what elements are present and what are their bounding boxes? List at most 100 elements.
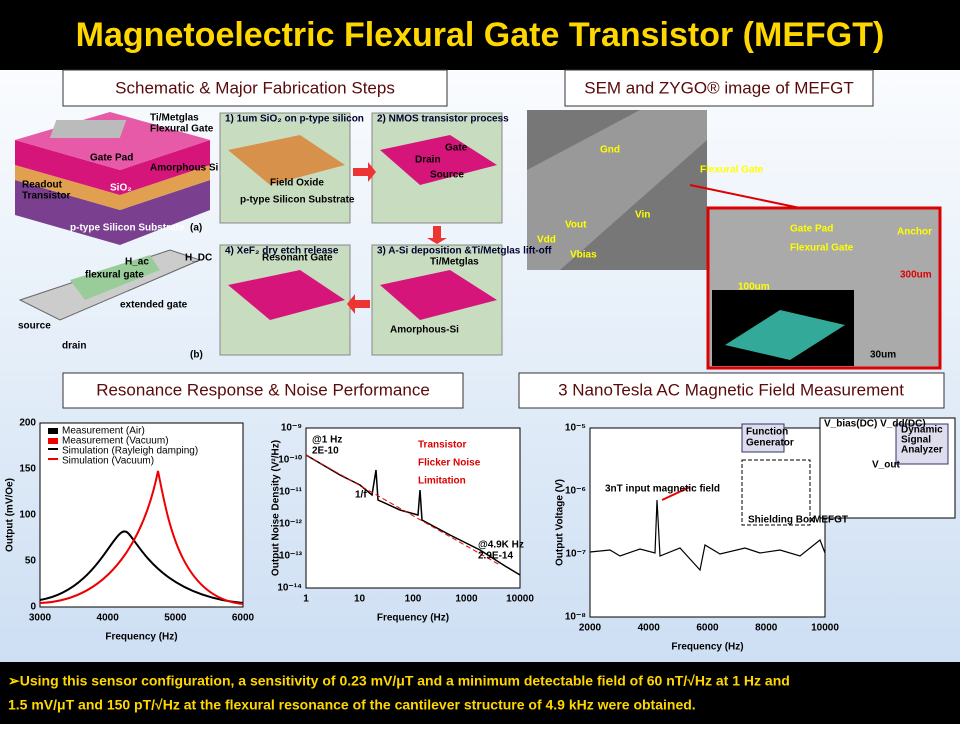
label: Vdd [537,235,556,246]
label: Gate Pad [790,224,833,235]
label: Gate [445,143,468,154]
label: Vin [635,210,650,221]
fit-line [305,454,501,566]
label: 3) A-Si deposition &Ti/Metglas lift-off [377,246,552,257]
label: (a) [190,223,202,234]
box [741,423,785,453]
y-tick-label: 150 [19,464,36,475]
footer-text: 1.5 mV/μT and 150 pT/√Hz at the flexural… [8,697,696,713]
x-tick-label: 1000 [455,594,478,605]
annotation: @1 Hz [312,435,342,446]
title-bar [0,0,960,70]
label: Flexural Gate [790,243,854,254]
x-title: Frequency (Hz) [105,632,177,643]
legend-label: Measurement (Vacuum) [62,436,169,447]
label: Vout [565,220,587,231]
label: Ti/Metglas [430,257,479,268]
annotation: 2E-10 [312,446,339,457]
annotation: Limitation [418,476,466,487]
curve [589,499,826,572]
label: SiO₂ [110,183,132,194]
schematic [15,112,503,356]
heading: 3 NanoTesla AC Magnetic Field Measuremen… [558,380,904,399]
legend-label: Measurement (Air) [62,426,145,437]
x-title: Frequency (Hz) [377,613,449,624]
plot-area [305,427,521,589]
x-tick-label: 6000 [696,623,719,634]
x-tick-label: 5000 [164,613,187,624]
label: Resonant Gate [262,253,333,264]
y-tick-label: 10⁻¹¹ [279,487,303,498]
label: 300um [900,270,932,281]
annotation: @4.9K Hz [478,540,524,551]
heading-box [62,69,448,107]
label: 1) 1um SiO₂ on p-type silicon [225,114,364,125]
annotation: Transistor [418,440,466,451]
y-tick-label: 10⁻⁵ [565,423,586,434]
label: Anchor [897,227,932,238]
annotation: V_bias(DC) V_dd(DC) [824,419,926,430]
y-title: Output Noise Density (V²/Hz) [271,440,282,576]
y-tick-label: 10⁻⁸ [565,612,586,623]
label: Source [430,170,464,181]
y-tick-label: 10⁻¹⁰ [278,455,302,466]
annotation: Flicker Noise [418,458,481,469]
label: 30um [870,350,896,361]
label: Transistor [22,191,70,202]
annotation: 3nT input magnetic field [605,484,720,495]
label: flexural gate [85,270,144,281]
label: p-type Silicon Substrate [240,195,355,206]
x-tick-label: 10000 [811,623,839,634]
x-tick-label: 1 [303,594,309,605]
headings: Schematic & Major Fabrication Steps SEM … [62,69,945,409]
y-tick-label: 10⁻¹⁴ [277,583,302,594]
annotation: Generator [746,438,794,449]
sem-image [527,110,942,370]
x-title: Frequency (Hz) [671,642,743,653]
y-tick-label: 10⁻⁶ [565,486,586,497]
plot-area [39,422,244,608]
y-tick-label: 10⁻¹² [279,519,303,530]
label: Flexural Gate [700,165,764,176]
label: 2) NMOS transistor process [377,114,509,125]
x-tick-label: 3000 [29,613,52,624]
label: Amorphous-Si [390,325,459,336]
legend-label: Simulation (Rayleigh damping) [62,446,198,457]
label: 100um [738,282,770,293]
curve [39,470,244,605]
label: 4) XeF₂ dry etch release [225,246,339,257]
legend-swatch [48,458,58,460]
box [895,423,949,465]
y-tick-label: 10⁻⁷ [565,549,586,560]
x-tick-label: 10 [354,594,366,605]
heading: SEM and ZYGO® image of MEFGT [584,78,854,97]
x-tick-label: 10000 [506,594,534,605]
label: H_DC [185,253,212,264]
label: Readout [22,180,63,191]
label: H_ac [125,257,149,268]
heading-box [62,372,464,409]
label: Flexural Gate [150,124,214,135]
y-tick-label: 10⁻⁹ [281,423,302,434]
y-title: Output Voltage (V) [555,479,566,566]
heading-box [564,69,874,107]
y-tick-label: 200 [19,418,36,429]
label: Ti/Metglas [150,113,199,124]
heading: Resonance Response & Noise Performance [96,380,430,399]
annotation: Analyzer [901,445,943,456]
annotation: V_out [872,460,900,471]
title: Magnetoelectric Flexural Gate Transistor… [76,16,885,54]
x-tick-label: 2000 [579,623,602,634]
box [741,459,811,526]
curve [39,530,244,604]
footer-bar [0,662,960,724]
annotation: Shielding Box [748,515,815,526]
y-tick-label: 100 [19,510,36,521]
x-tick-label: 8000 [755,623,778,634]
annotation: Dynamic [901,425,943,436]
label: Gnd [600,145,620,156]
legend-label: Simulation (Vacuum) [62,456,154,467]
annotation: Signal [901,435,931,446]
legend-swatch [48,428,58,434]
